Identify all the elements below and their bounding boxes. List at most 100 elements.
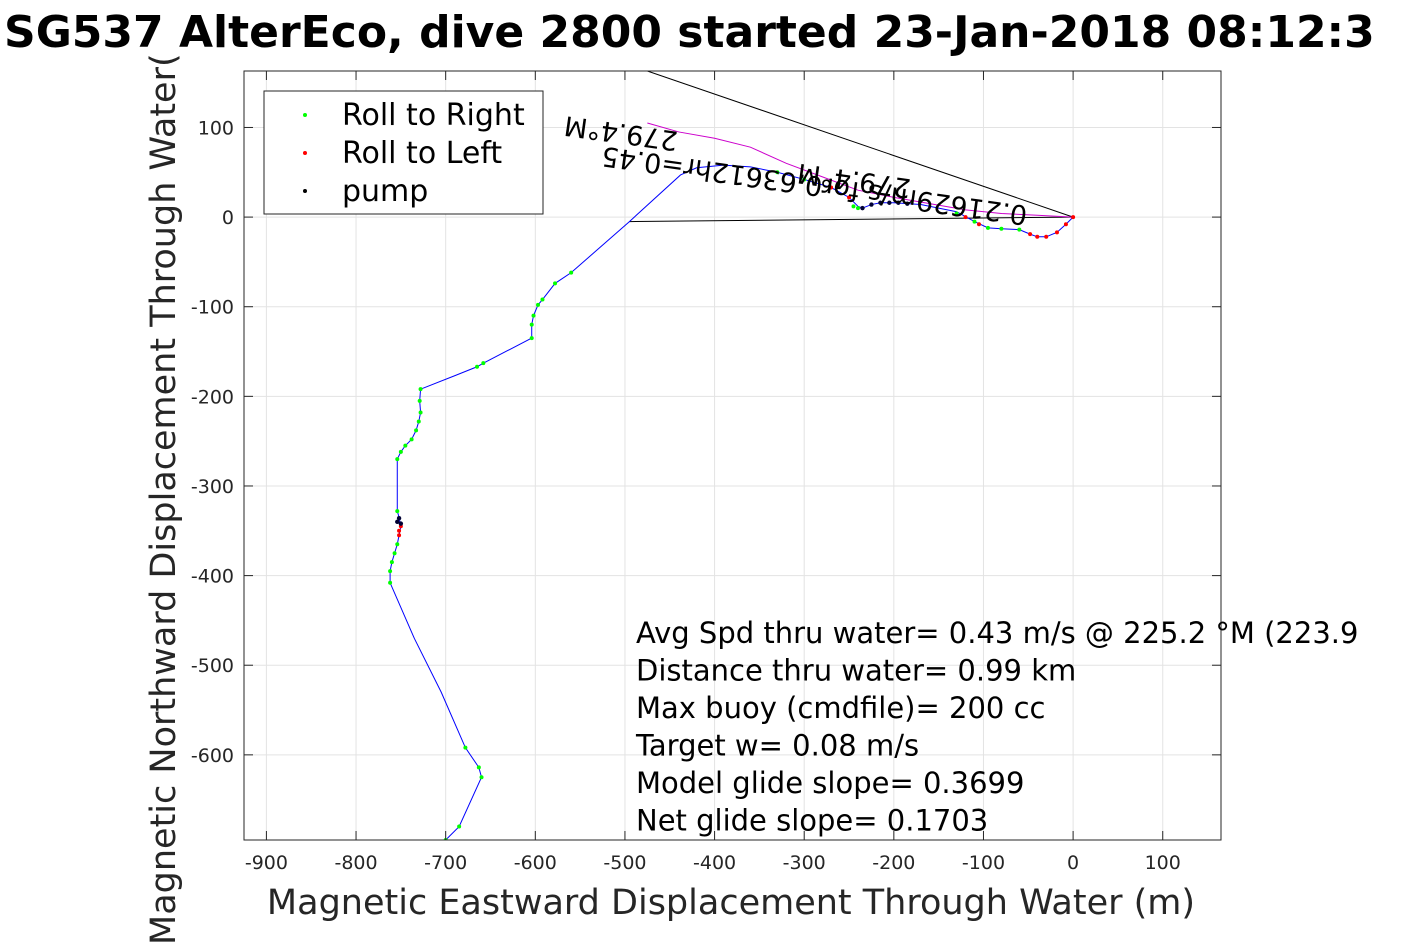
roll-right-point bbox=[529, 322, 534, 327]
roll-left-point bbox=[1035, 234, 1040, 239]
y-tick-label: -100 bbox=[191, 297, 234, 319]
roll-right-point bbox=[417, 398, 422, 403]
roll-left-point bbox=[1044, 234, 1049, 239]
x-tick-label: -300 bbox=[783, 852, 826, 874]
roll-right-point bbox=[414, 428, 419, 433]
roll-right-point bbox=[1017, 227, 1022, 232]
roll-right-point bbox=[457, 824, 462, 829]
roll-right-point bbox=[540, 297, 545, 302]
y-axis-label: Magnetic Northward Displacement Through … bbox=[144, 53, 184, 945]
legend-marker-roll-right bbox=[303, 113, 307, 117]
roll-right-point bbox=[409, 437, 414, 442]
pump-point bbox=[398, 521, 404, 526]
pump-point bbox=[860, 205, 865, 211]
x-tick-label: 0 bbox=[1067, 852, 1079, 874]
roll-right-point bbox=[535, 302, 540, 307]
roll-right-point bbox=[476, 765, 481, 770]
roll-right-point bbox=[972, 219, 977, 224]
magenta-path-group bbox=[647, 122, 1074, 218]
legend-label-roll-right: Roll to Right bbox=[342, 98, 525, 133]
plot-frame bbox=[243, 70, 1222, 841]
roll-right-point bbox=[418, 387, 423, 392]
legend-marker-roll-left bbox=[303, 151, 307, 155]
grid-lines bbox=[244, 71, 1221, 840]
pump-point bbox=[896, 200, 901, 205]
roll-right-point bbox=[389, 560, 394, 565]
pump-point bbox=[869, 202, 874, 207]
reference-line bbox=[647, 71, 1074, 218]
roll-right-point bbox=[529, 336, 534, 341]
pump-point bbox=[396, 516, 402, 521]
roll-right-point bbox=[553, 281, 558, 286]
roll-right-point bbox=[395, 542, 400, 547]
roll-left-point bbox=[976, 222, 981, 227]
roll-right-point bbox=[569, 270, 574, 275]
roll-right-point bbox=[388, 569, 393, 574]
roll-right-point bbox=[395, 509, 400, 514]
roll-left-point bbox=[1028, 232, 1033, 237]
pump-point bbox=[905, 201, 910, 206]
points-group bbox=[388, 170, 1076, 840]
roll-right-point bbox=[985, 225, 990, 230]
roll-left-point bbox=[1063, 222, 1068, 227]
roll-left-point bbox=[847, 195, 852, 200]
x-axis-label: Magnetic Eastward Displacement Through W… bbox=[267, 883, 1195, 923]
roll-right-point bbox=[479, 775, 484, 780]
summary-annotation: Net glide slope= 0.1703 bbox=[636, 804, 988, 838]
y-tick-label: -200 bbox=[191, 386, 234, 408]
roll-right-point bbox=[802, 177, 807, 182]
x-tick-label: -900 bbox=[245, 852, 288, 874]
roll-right-point bbox=[463, 745, 468, 750]
y-tick-label: -500 bbox=[191, 655, 234, 677]
roll-left-point bbox=[1071, 215, 1076, 220]
roll-right-point bbox=[775, 170, 780, 175]
x-tick-label: -600 bbox=[514, 852, 557, 874]
roll-right-point bbox=[851, 204, 856, 209]
roll-right-point bbox=[954, 211, 959, 216]
summary-annotation: Avg Spd thru water= 0.43 m/s @ 225.2 °M … bbox=[636, 616, 1358, 650]
x-tick-label: -500 bbox=[603, 852, 646, 874]
axis-ticks: -900 -800 -700 -600 -500 -400 -300 -200 -100 0 100… bbox=[191, 71, 1221, 874]
roll-right-point bbox=[388, 580, 393, 585]
roll-left-point bbox=[397, 533, 402, 538]
y-tick-label: -600 bbox=[191, 745, 234, 767]
x-tick-label: -200 bbox=[872, 852, 915, 874]
roll-right-point bbox=[481, 361, 486, 366]
pump-point bbox=[878, 200, 883, 205]
roll-right-point bbox=[855, 206, 860, 211]
roll-right-point bbox=[418, 410, 423, 415]
roll-right-point bbox=[999, 226, 1004, 231]
y-tick-label: 0 bbox=[222, 207, 234, 229]
roll-right-point bbox=[416, 419, 421, 424]
x-tick-label: -400 bbox=[693, 852, 736, 874]
reference-lines bbox=[629, 71, 1074, 223]
x-tick-label: -700 bbox=[424, 852, 467, 874]
pump-point bbox=[395, 519, 400, 525]
magenta-path bbox=[647, 122, 1074, 218]
summary-annotations: Avg Spd thru water= 0.43 m/s @ 225.2 °M … bbox=[635, 616, 1358, 838]
legend-box bbox=[263, 90, 544, 215]
x-tick-label: 100 bbox=[1145, 852, 1181, 874]
legend-label-roll-left: Roll to Left bbox=[342, 136, 502, 171]
y-tick-label: -300 bbox=[191, 476, 234, 498]
roll-left-point bbox=[1054, 230, 1059, 235]
reference-line bbox=[629, 216, 1074, 223]
summary-annotation: Target w= 0.08 m/s bbox=[635, 729, 919, 763]
summary-annotation: Distance thru water= 0.99 km bbox=[636, 654, 1076, 688]
roll-right-point bbox=[392, 551, 397, 556]
roll-left-point bbox=[963, 215, 968, 220]
summary-annotation: Max buoy (cmdfile)= 200 cc bbox=[636, 691, 1045, 725]
roll-left-point bbox=[829, 185, 834, 190]
chart-title: SG537 AlterEco, dive 2800 started 23-Jan… bbox=[4, 7, 1375, 58]
x-tick-label: -100 bbox=[962, 852, 1005, 874]
roll-right-point bbox=[475, 364, 480, 369]
legend-label-pump: pump bbox=[342, 174, 428, 209]
pump-point bbox=[887, 200, 892, 205]
roll-right-point bbox=[395, 457, 400, 462]
roll-right-point bbox=[398, 449, 403, 454]
roll-right-point bbox=[403, 443, 408, 448]
roll-right-point bbox=[531, 313, 536, 318]
roll-left-point bbox=[397, 528, 402, 533]
x-tick-label: -800 bbox=[334, 852, 377, 874]
